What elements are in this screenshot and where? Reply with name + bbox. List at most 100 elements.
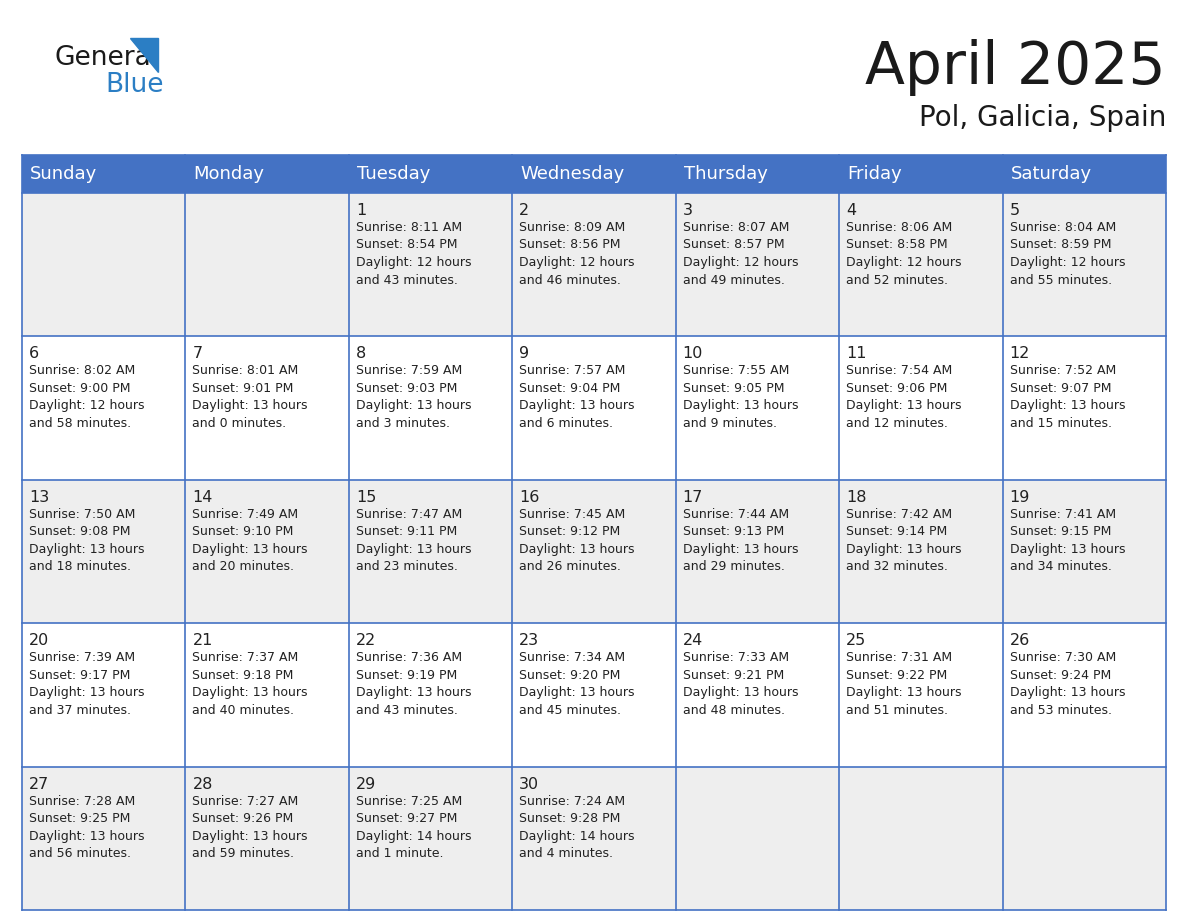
Bar <box>349 155 512 193</box>
Text: 25: 25 <box>846 633 866 648</box>
Text: Sunrise: 7:36 AM
Sunset: 9:19 PM
Daylight: 13 hours
and 43 minutes.: Sunrise: 7:36 AM Sunset: 9:19 PM Dayligh… <box>356 651 472 717</box>
Bar <box>1003 623 1165 767</box>
Bar <box>1003 193 1165 336</box>
Bar <box>839 155 1003 193</box>
Bar <box>676 155 839 193</box>
Text: 4: 4 <box>846 203 857 218</box>
Text: Sunrise: 7:50 AM
Sunset: 9:08 PM
Daylight: 13 hours
and 18 minutes.: Sunrise: 7:50 AM Sunset: 9:08 PM Dayligh… <box>29 508 145 574</box>
Text: Sunrise: 7:27 AM
Sunset: 9:26 PM
Daylight: 13 hours
and 59 minutes.: Sunrise: 7:27 AM Sunset: 9:26 PM Dayligh… <box>192 795 308 860</box>
Bar <box>1003 155 1165 193</box>
Text: Sunrise: 8:09 AM
Sunset: 8:56 PM
Daylight: 12 hours
and 46 minutes.: Sunrise: 8:09 AM Sunset: 8:56 PM Dayligh… <box>519 221 634 286</box>
Text: 17: 17 <box>683 490 703 505</box>
Text: 22: 22 <box>356 633 377 648</box>
Text: Sunrise: 7:42 AM
Sunset: 9:14 PM
Daylight: 13 hours
and 32 minutes.: Sunrise: 7:42 AM Sunset: 9:14 PM Dayligh… <box>846 508 961 574</box>
Bar <box>512 480 676 623</box>
Text: 6: 6 <box>29 346 39 362</box>
Text: Thursday: Thursday <box>684 165 767 183</box>
Text: 15: 15 <box>356 490 377 505</box>
Text: Sunrise: 8:06 AM
Sunset: 8:58 PM
Daylight: 12 hours
and 52 minutes.: Sunrise: 8:06 AM Sunset: 8:58 PM Dayligh… <box>846 221 961 286</box>
Text: 9: 9 <box>519 346 530 362</box>
Text: Sunrise: 7:25 AM
Sunset: 9:27 PM
Daylight: 14 hours
and 1 minute.: Sunrise: 7:25 AM Sunset: 9:27 PM Dayligh… <box>356 795 472 860</box>
Bar <box>349 480 512 623</box>
Text: 14: 14 <box>192 490 213 505</box>
Text: Sunrise: 7:41 AM
Sunset: 9:15 PM
Daylight: 13 hours
and 34 minutes.: Sunrise: 7:41 AM Sunset: 9:15 PM Dayligh… <box>1010 508 1125 574</box>
Text: 23: 23 <box>519 633 539 648</box>
Text: 27: 27 <box>29 777 49 791</box>
Bar <box>23 623 185 767</box>
Text: April 2025: April 2025 <box>865 39 1165 96</box>
Polygon shape <box>129 38 158 72</box>
Text: 24: 24 <box>683 633 703 648</box>
Text: Sunrise: 7:39 AM
Sunset: 9:17 PM
Daylight: 13 hours
and 37 minutes.: Sunrise: 7:39 AM Sunset: 9:17 PM Dayligh… <box>29 651 145 717</box>
Bar <box>512 767 676 910</box>
Text: 18: 18 <box>846 490 866 505</box>
Bar <box>676 336 839 480</box>
Bar <box>185 623 349 767</box>
Bar <box>676 623 839 767</box>
Text: 1: 1 <box>356 203 366 218</box>
Bar <box>676 767 839 910</box>
Bar <box>1003 336 1165 480</box>
Bar <box>349 623 512 767</box>
Text: 7: 7 <box>192 346 202 362</box>
Bar <box>839 193 1003 336</box>
Text: Wednesday: Wednesday <box>520 165 625 183</box>
Bar <box>839 480 1003 623</box>
Text: Sunrise: 7:49 AM
Sunset: 9:10 PM
Daylight: 13 hours
and 20 minutes.: Sunrise: 7:49 AM Sunset: 9:10 PM Dayligh… <box>192 508 308 574</box>
Text: 30: 30 <box>519 777 539 791</box>
Text: Sunrise: 7:52 AM
Sunset: 9:07 PM
Daylight: 13 hours
and 15 minutes.: Sunrise: 7:52 AM Sunset: 9:07 PM Dayligh… <box>1010 364 1125 430</box>
Text: Sunrise: 8:01 AM
Sunset: 9:01 PM
Daylight: 13 hours
and 0 minutes.: Sunrise: 8:01 AM Sunset: 9:01 PM Dayligh… <box>192 364 308 430</box>
Bar <box>23 767 185 910</box>
Text: Sunrise: 8:04 AM
Sunset: 8:59 PM
Daylight: 12 hours
and 55 minutes.: Sunrise: 8:04 AM Sunset: 8:59 PM Dayligh… <box>1010 221 1125 286</box>
Text: Sunrise: 8:07 AM
Sunset: 8:57 PM
Daylight: 12 hours
and 49 minutes.: Sunrise: 8:07 AM Sunset: 8:57 PM Dayligh… <box>683 221 798 286</box>
Text: Sunday: Sunday <box>30 165 97 183</box>
Bar <box>676 480 839 623</box>
Text: Sunrise: 7:57 AM
Sunset: 9:04 PM
Daylight: 13 hours
and 6 minutes.: Sunrise: 7:57 AM Sunset: 9:04 PM Dayligh… <box>519 364 634 430</box>
Text: 3: 3 <box>683 203 693 218</box>
Bar <box>23 480 185 623</box>
Text: Sunrise: 7:24 AM
Sunset: 9:28 PM
Daylight: 14 hours
and 4 minutes.: Sunrise: 7:24 AM Sunset: 9:28 PM Dayligh… <box>519 795 634 860</box>
Text: Sunrise: 7:37 AM
Sunset: 9:18 PM
Daylight: 13 hours
and 40 minutes.: Sunrise: 7:37 AM Sunset: 9:18 PM Dayligh… <box>192 651 308 717</box>
Text: 10: 10 <box>683 346 703 362</box>
Text: Sunrise: 7:59 AM
Sunset: 9:03 PM
Daylight: 13 hours
and 3 minutes.: Sunrise: 7:59 AM Sunset: 9:03 PM Dayligh… <box>356 364 472 430</box>
Text: Pol, Galicia, Spain: Pol, Galicia, Spain <box>918 104 1165 132</box>
Text: Sunrise: 7:47 AM
Sunset: 9:11 PM
Daylight: 13 hours
and 23 minutes.: Sunrise: 7:47 AM Sunset: 9:11 PM Dayligh… <box>356 508 472 574</box>
Text: 16: 16 <box>519 490 539 505</box>
Bar <box>349 767 512 910</box>
Bar <box>512 336 676 480</box>
Text: 5: 5 <box>1010 203 1019 218</box>
Text: 28: 28 <box>192 777 213 791</box>
Text: Monday: Monday <box>194 165 265 183</box>
Text: Blue: Blue <box>105 72 164 98</box>
Text: Sunrise: 7:34 AM
Sunset: 9:20 PM
Daylight: 13 hours
and 45 minutes.: Sunrise: 7:34 AM Sunset: 9:20 PM Dayligh… <box>519 651 634 717</box>
Bar <box>512 193 676 336</box>
Text: Sunrise: 7:54 AM
Sunset: 9:06 PM
Daylight: 13 hours
and 12 minutes.: Sunrise: 7:54 AM Sunset: 9:06 PM Dayligh… <box>846 364 961 430</box>
Text: Friday: Friday <box>847 165 902 183</box>
Text: Sunrise: 7:31 AM
Sunset: 9:22 PM
Daylight: 13 hours
and 51 minutes.: Sunrise: 7:31 AM Sunset: 9:22 PM Dayligh… <box>846 651 961 717</box>
Bar <box>23 155 185 193</box>
Bar <box>185 336 349 480</box>
Text: 11: 11 <box>846 346 866 362</box>
Text: 12: 12 <box>1010 346 1030 362</box>
Text: General: General <box>55 45 159 71</box>
Text: Tuesday: Tuesday <box>356 165 430 183</box>
Bar <box>185 155 349 193</box>
Text: 8: 8 <box>356 346 366 362</box>
Bar <box>512 155 676 193</box>
Bar <box>185 480 349 623</box>
Text: 29: 29 <box>356 777 377 791</box>
Bar <box>839 336 1003 480</box>
Bar <box>349 193 512 336</box>
Text: Sunrise: 7:45 AM
Sunset: 9:12 PM
Daylight: 13 hours
and 26 minutes.: Sunrise: 7:45 AM Sunset: 9:12 PM Dayligh… <box>519 508 634 574</box>
Bar <box>23 336 185 480</box>
Text: 20: 20 <box>29 633 49 648</box>
Bar <box>23 193 185 336</box>
Bar <box>185 767 349 910</box>
Text: Sunrise: 8:02 AM
Sunset: 9:00 PM
Daylight: 12 hours
and 58 minutes.: Sunrise: 8:02 AM Sunset: 9:00 PM Dayligh… <box>29 364 145 430</box>
Bar <box>185 193 349 336</box>
Text: 26: 26 <box>1010 633 1030 648</box>
Text: Sunrise: 7:44 AM
Sunset: 9:13 PM
Daylight: 13 hours
and 29 minutes.: Sunrise: 7:44 AM Sunset: 9:13 PM Dayligh… <box>683 508 798 574</box>
Text: Sunrise: 7:30 AM
Sunset: 9:24 PM
Daylight: 13 hours
and 53 minutes.: Sunrise: 7:30 AM Sunset: 9:24 PM Dayligh… <box>1010 651 1125 717</box>
Text: 21: 21 <box>192 633 213 648</box>
Bar <box>512 623 676 767</box>
